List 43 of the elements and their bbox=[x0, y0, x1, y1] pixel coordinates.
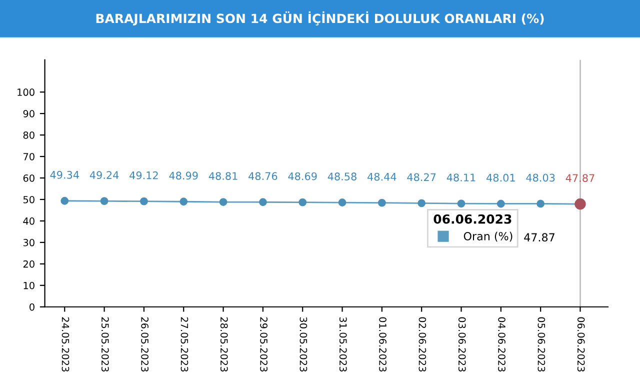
x-tick-label: 02.06.2023 bbox=[418, 317, 426, 372]
x-tick-label: 01.06.2023 bbox=[379, 317, 386, 372]
legend-title: 06.06.2023 bbox=[434, 214, 512, 224]
y-tick-label: 100 bbox=[18, 88, 34, 96]
x-tick-label: 05.06.2023 bbox=[538, 317, 546, 372]
x-tick-label: 29.05.2023 bbox=[260, 317, 268, 372]
data-label: 49.24 bbox=[90, 171, 119, 180]
y-tick-label: 0 bbox=[30, 303, 34, 311]
data-label: 48.27 bbox=[407, 173, 436, 182]
data-label: 47.87 bbox=[566, 174, 594, 182]
data-label: 48.69 bbox=[288, 172, 317, 180]
x-tick-label: 31.05.2023 bbox=[339, 317, 347, 372]
data-label: 49.12 bbox=[130, 171, 158, 180]
x-tick-label: 26.05.2023 bbox=[141, 317, 148, 372]
x-tick-label: 27.05.2023 bbox=[180, 317, 188, 372]
x-tick-label: 24.05.2023 bbox=[62, 317, 70, 372]
data-label: 48.01 bbox=[486, 174, 515, 182]
x-tick-label: 28.05.2023 bbox=[220, 317, 228, 372]
chart-title: BARAJLARIMIZIN SON 14 GÜN İÇİNDEKİ DOLULUK ORANLARI (%) bbox=[96, 11, 544, 26]
data-label: 48.81 bbox=[208, 172, 238, 180]
y-tick-label: 70 bbox=[24, 152, 34, 160]
x-tick-label: 30.05.2023 bbox=[300, 317, 308, 372]
y-tick-label: 80 bbox=[23, 131, 34, 139]
data-label: 48.44 bbox=[368, 172, 396, 181]
data-label: 48.99 bbox=[169, 172, 198, 180]
y-tick-label: 10 bbox=[24, 282, 34, 290]
y-tick-label: 90 bbox=[23, 110, 34, 118]
data-label: 49.34 bbox=[50, 170, 79, 179]
y-tick-label: 40 bbox=[23, 217, 34, 225]
x-tick-label: 03.06.2023 bbox=[458, 317, 466, 372]
annotation: 47.87 bbox=[524, 233, 554, 242]
data-label: 48.03 bbox=[526, 174, 555, 182]
data-label: 48.11 bbox=[446, 174, 476, 182]
data-label: 48.76 bbox=[248, 172, 278, 180]
x-tick-label: 04.06.2023 bbox=[498, 317, 506, 372]
y-tick-label: 30 bbox=[23, 238, 34, 246]
y-tick-label: 20 bbox=[23, 260, 34, 268]
data-label: 48.58 bbox=[328, 172, 356, 180]
x-tick-label: 06.06.2023 bbox=[577, 317, 585, 372]
x-tick-label: 25.05.2023 bbox=[101, 317, 109, 372]
y-tick-label: 60 bbox=[23, 174, 34, 182]
y-tick-label: 50 bbox=[23, 196, 34, 204]
legend-label: Oran (%) bbox=[464, 232, 512, 242]
